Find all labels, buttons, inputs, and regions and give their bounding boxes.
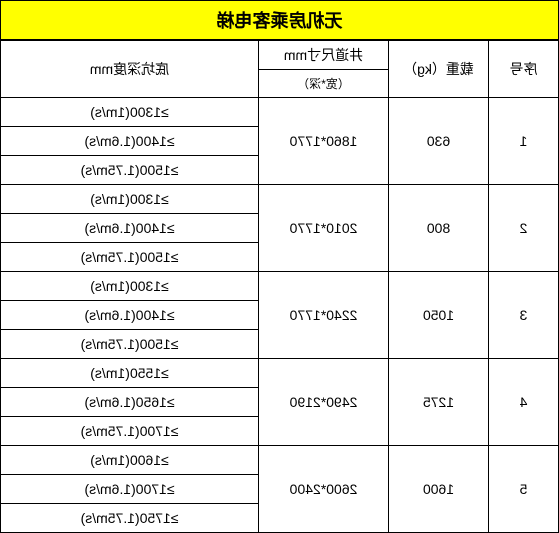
cell-load: 630 xyxy=(389,98,489,185)
elevator-spec-table: 序号 载重（kg） 井道尺寸mm 底坑深度mm （宽*深） 16301860*1… xyxy=(0,40,559,533)
cell-dim: 2600*2400 xyxy=(259,446,389,533)
cell-dim: 2010*1770 xyxy=(259,185,389,272)
title-text: 无机房乘客电梯 xyxy=(217,11,343,31)
cell-pit: ≥1500(1.75m/s) xyxy=(1,156,259,185)
cell-load: 1275 xyxy=(389,359,489,446)
title-bar: 无机房乘客电梯 xyxy=(0,0,559,40)
table-row: 412752490*2190≥1550(1m/s) xyxy=(1,359,559,388)
cell-pit: ≥1300(1m/s) xyxy=(1,98,259,127)
header-load: 载重（kg） xyxy=(389,41,489,98)
cell-pit: ≥1300(1m/s) xyxy=(1,272,259,301)
cell-pit: ≥1500(1.75m/s) xyxy=(1,330,259,359)
cell-pit: ≥1700(1.6m/s) xyxy=(1,475,259,504)
cell-pit: ≥1500(1.75m/s) xyxy=(1,243,259,272)
cell-dim: 2490*2190 xyxy=(259,359,389,446)
header-pit: 底坑深度mm xyxy=(1,41,259,98)
cell-load: 800 xyxy=(389,185,489,272)
header-dim-sub: （宽*深） xyxy=(259,70,389,98)
table-row: 310502240*1770≥1300(1m/s) xyxy=(1,272,559,301)
header-dim-top: 井道尺寸mm xyxy=(259,41,389,70)
table-row: 516002600*2400≥1600(1m/s) xyxy=(1,446,559,475)
cell-pit: ≥1300(1m/s) xyxy=(1,185,259,214)
cell-load: 1050 xyxy=(389,272,489,359)
cell-pit: ≥1600(1m/s) xyxy=(1,446,259,475)
cell-pit: ≥1400(1.6m/s) xyxy=(1,127,259,156)
cell-seq: 1 xyxy=(489,98,559,185)
header-seq: 序号 xyxy=(489,41,559,98)
cell-pit: ≥1400(1.6m/s) xyxy=(1,214,259,243)
cell-dim: 1860*1770 xyxy=(259,98,389,185)
cell-pit: ≥1550(1m/s) xyxy=(1,359,259,388)
cell-seq: 4 xyxy=(489,359,559,446)
cell-pit: ≥1650(1.6m/s) xyxy=(1,388,259,417)
cell-pit: ≥1700(1.75m/s) xyxy=(1,417,259,446)
cell-seq: 5 xyxy=(489,446,559,533)
cell-seq: 3 xyxy=(489,272,559,359)
cell-load: 1600 xyxy=(389,446,489,533)
cell-pit: ≥1750(1.75m/s) xyxy=(1,504,259,533)
cell-pit: ≥1400(1.6m/s) xyxy=(1,301,259,330)
cell-seq: 2 xyxy=(489,185,559,272)
table-row: 28002010*1770≥1300(1m/s) xyxy=(1,185,559,214)
table-row: 16301860*1770≥1300(1m/s) xyxy=(1,98,559,127)
cell-dim: 2240*1770 xyxy=(259,272,389,359)
